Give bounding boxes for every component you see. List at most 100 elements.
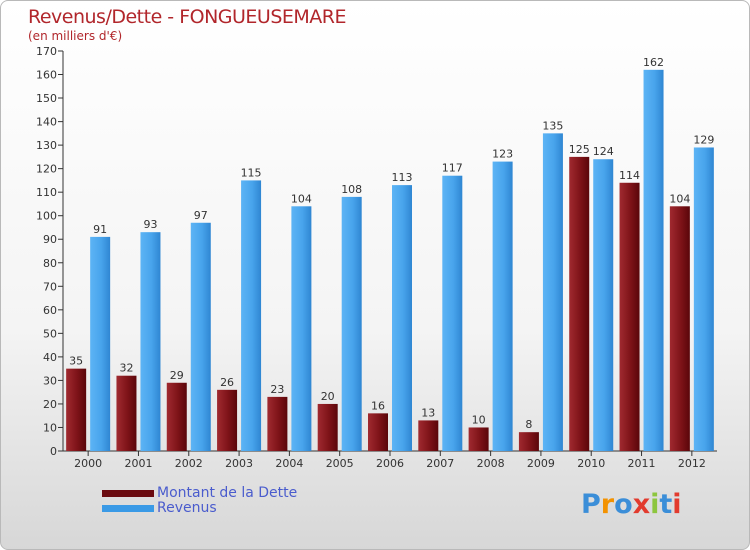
debt-bar [317,403,338,451]
legend-label-revenus: Revenus [157,500,217,516]
data-label: 10 [472,413,486,426]
data-label: 104 [291,192,312,205]
x-tick-label: 2003 [225,457,253,470]
x-tick-label: 2001 [124,457,152,470]
revenus-bar [291,206,312,451]
x-tick-label: 2011 [628,457,656,470]
revenus-bar [90,236,111,451]
revenus-bar [392,185,412,451]
debt-bar [368,413,388,451]
data-label: 108 [341,183,362,196]
data-label: 26 [220,376,234,389]
debt-bar [116,375,137,451]
y-tick-label: 40 [43,351,57,364]
debt-bar [569,156,590,451]
x-tick-label: 2008 [477,457,505,470]
x-tick-label: 2012 [678,457,706,470]
x-tick-label: 2000 [74,457,102,470]
data-label: 123 [492,148,513,161]
revenus-bar [241,180,262,452]
y-tick-label: 80 [43,257,57,270]
logo-letter: i [650,489,660,520]
debt-bar [619,182,640,451]
x-tick-label: 2002 [175,457,203,470]
y-tick-label: 0 [50,445,57,458]
data-label: 135 [542,119,563,132]
y-tick-label: 50 [43,327,57,340]
proxiti-logo: Proxiti [581,489,682,520]
logo-letter: o [614,489,633,520]
data-label: 93 [143,218,157,231]
y-tick-label: 60 [43,304,57,317]
y-tick-label: 90 [43,233,57,246]
debt-bar [166,382,187,451]
data-label: 32 [119,362,133,375]
y-tick-label: 170 [36,45,57,58]
debt-bar [518,432,539,451]
data-labels: 35 91 32 93 29 97 26 115 23 104 20 108 16 113 13 117 10 1… [69,56,714,431]
data-label: 162 [643,56,664,69]
revenus-bar [643,69,664,451]
logo-letter: x [632,489,651,520]
data-label: 29 [170,369,184,382]
revenus-bar [542,133,563,451]
data-label: 104 [669,192,690,205]
logo-letter: i [672,489,682,520]
revenus-bar [593,159,614,451]
bars [66,69,714,452]
legend-label-dette: Montant de la Dette [157,485,298,501]
data-label: 117 [442,162,463,175]
data-label: 35 [69,355,83,368]
data-label: 124 [593,145,614,158]
debt-bar [418,420,439,451]
y-tick-label: 160 [36,69,57,82]
debt-bar [468,427,489,451]
debt-bar [217,389,238,451]
data-label: 115 [241,166,262,179]
data-label: 113 [392,171,413,184]
data-label: 8 [525,418,532,431]
data-label: 23 [270,383,284,396]
data-label: 20 [321,390,335,403]
logo-letter: t [659,489,673,520]
debt-bar [267,396,288,451]
y-tick-label: 110 [36,186,57,199]
debt-bar [669,206,690,451]
x-tick-label: 2009 [527,457,555,470]
legend-swatch-revenus [102,505,154,512]
x-tick-label: 2005 [326,457,354,470]
y-tick-label: 120 [36,163,57,176]
data-label: 97 [194,209,208,222]
debt-bar [66,368,87,451]
x-tick-label: 2004 [275,457,303,470]
x-tick-label: 2006 [376,457,404,470]
y-tick-label: 20 [43,398,57,411]
revenus-bar [442,175,463,452]
y-tick-label: 10 [43,421,57,434]
y-tick-label: 150 [36,92,57,105]
revenus-bar [190,222,211,451]
chart-title: Revenus/Dette - FONGUEUSEMARE [28,6,347,28]
y-tick-label: 30 [43,374,57,387]
data-label: 129 [693,133,714,146]
revenus-bar [341,196,362,451]
logo-letter: r [600,489,615,520]
logo-letter: P [581,489,601,520]
data-label: 91 [93,223,107,236]
y-tick-label: 100 [36,210,57,223]
y-tick-label: 130 [36,139,57,152]
data-label: 125 [569,143,590,156]
x-tick-label: 2010 [577,457,605,470]
revenus-bar [140,232,161,451]
data-label: 114 [619,169,640,182]
legend-swatch-dette [102,490,154,497]
data-label: 16 [371,399,385,412]
revenus-bar [693,147,714,451]
data-label: 13 [421,406,435,419]
chart-subtitle: (en milliers d'€) [28,29,123,43]
revenus-bar [492,161,513,451]
x-tick-label: 2007 [426,457,454,470]
y-tick-label: 140 [36,116,57,129]
